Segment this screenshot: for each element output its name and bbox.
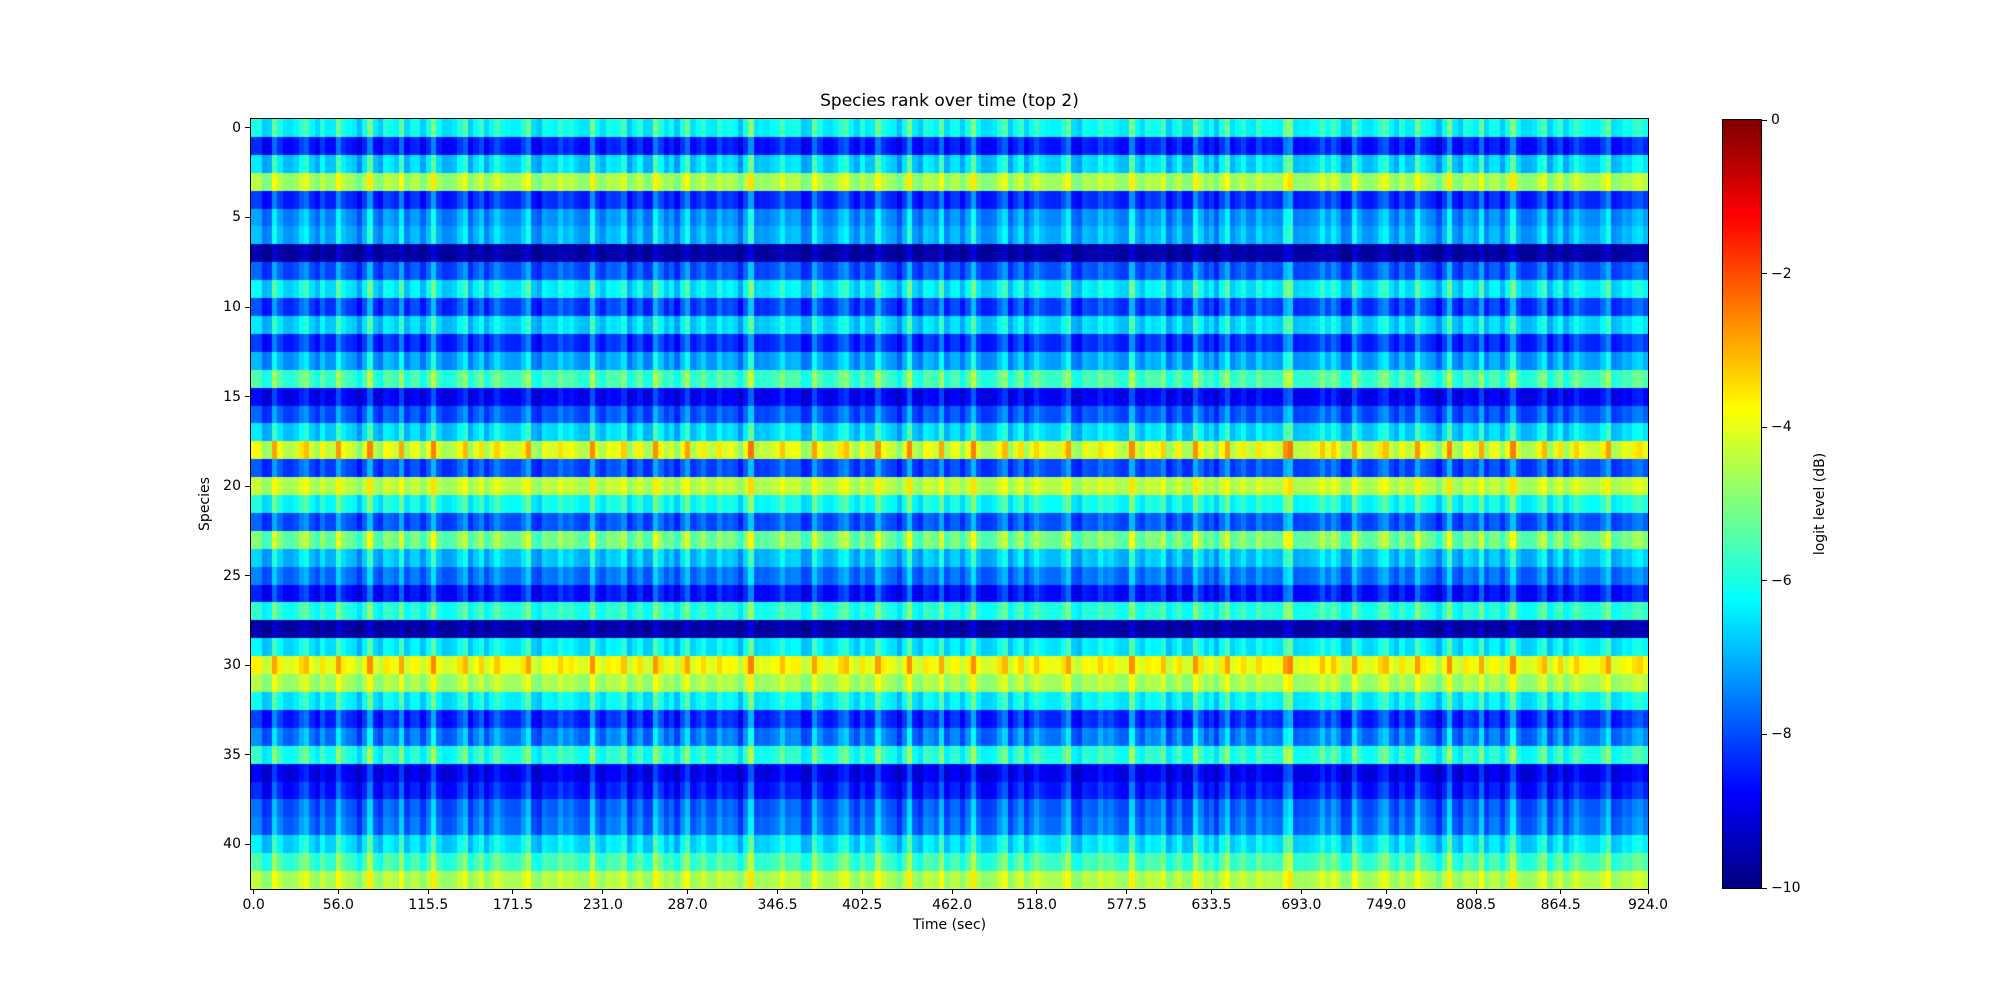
x-tick-label: 231.0: [582, 897, 623, 913]
heatmap-plot-area: [250, 118, 1649, 890]
chart-title: Species rank over time (top 2): [820, 91, 1079, 111]
colorbar: [1722, 119, 1762, 889]
x-axis-label: Time (sec): [912, 917, 987, 933]
y-tick-label: 0: [232, 119, 241, 136]
colorbar-tick-label: −10: [1771, 880, 1801, 896]
colorbar-canvas: [1723, 120, 1761, 888]
x-tick-label: 577.5: [1106, 897, 1147, 913]
x-tick-mark: [687, 889, 689, 894]
x-tick-label: 749.0: [1366, 897, 1407, 913]
x-tick-mark: [337, 889, 339, 894]
x-tick-label: 633.5: [1191, 897, 1232, 913]
y-tick-mark: [245, 843, 250, 845]
x-tick-mark: [861, 889, 863, 894]
colorbar-label: logit level (dB): [1812, 452, 1828, 556]
colorbar-tick-mark: [1762, 887, 1767, 889]
y-tick-label: 35: [223, 746, 241, 763]
x-tick-label: 287.0: [667, 897, 708, 913]
x-tick-mark: [1475, 889, 1477, 894]
colorbar-tick-label: −8: [1771, 726, 1792, 743]
x-tick-mark: [1036, 889, 1038, 894]
x-tick-mark: [1126, 889, 1128, 894]
y-tick-label: 15: [223, 388, 241, 405]
y-tick-mark: [245, 306, 250, 308]
x-tick-label: 518.0: [1016, 897, 1057, 913]
x-tick-mark: [253, 889, 255, 894]
colorbar-tick-mark: [1762, 733, 1767, 735]
y-tick-mark: [245, 754, 250, 756]
x-tick-mark: [602, 889, 604, 894]
y-tick-mark: [245, 485, 250, 487]
colorbar-tick-mark: [1762, 426, 1767, 428]
x-tick-mark: [951, 889, 953, 894]
x-tick-label: 0.0: [242, 897, 265, 913]
y-tick-label: 40: [223, 836, 241, 853]
y-tick-mark: [245, 575, 250, 577]
colorbar-tick-label: −6: [1771, 572, 1792, 589]
x-tick-label: 924.0: [1627, 897, 1669, 913]
x-tick-label: 864.5: [1540, 897, 1581, 913]
x-tick-mark: [1210, 889, 1212, 894]
x-tick-label: 115.5: [408, 897, 449, 913]
y-tick-mark: [245, 396, 250, 398]
x-tick-label: 346.5: [757, 897, 798, 913]
x-tick-mark: [512, 889, 514, 894]
y-tick-label: 25: [223, 567, 241, 584]
x-tick-label: 808.5: [1455, 897, 1497, 913]
colorbar-tick-label: 0: [1771, 112, 1780, 128]
x-tick-mark: [1385, 889, 1387, 894]
colorbar-tick-label: −2: [1771, 265, 1792, 282]
x-tick-label: 693.0: [1281, 897, 1322, 913]
x-tick-mark: [777, 889, 779, 894]
y-tick-mark: [245, 664, 250, 666]
y-tick-label: 10: [223, 299, 241, 316]
heatmap-canvas: [251, 119, 1648, 889]
x-tick-label: 56.0: [322, 897, 354, 913]
x-tick-mark: [1647, 889, 1649, 894]
x-tick-mark: [427, 889, 429, 894]
y-tick-mark: [245, 127, 250, 129]
x-tick-mark: [1560, 889, 1562, 894]
x-tick-label: 462.0: [932, 897, 973, 913]
y-tick-label: 20: [223, 478, 241, 495]
x-tick-mark: [1300, 889, 1302, 894]
colorbar-tick-mark: [1762, 273, 1767, 275]
x-tick-label: 402.5: [842, 897, 883, 913]
y-tick-label: 5: [232, 209, 241, 226]
y-tick-label: 30: [223, 657, 241, 674]
y-tick-mark: [245, 216, 250, 218]
colorbar-tick-mark: [1762, 119, 1767, 121]
x-tick-label: 171.5: [492, 897, 533, 913]
colorbar-tick-mark: [1762, 580, 1767, 582]
colorbar-tick-label: −4: [1771, 419, 1792, 436]
y-axis-label: Species: [197, 477, 213, 531]
